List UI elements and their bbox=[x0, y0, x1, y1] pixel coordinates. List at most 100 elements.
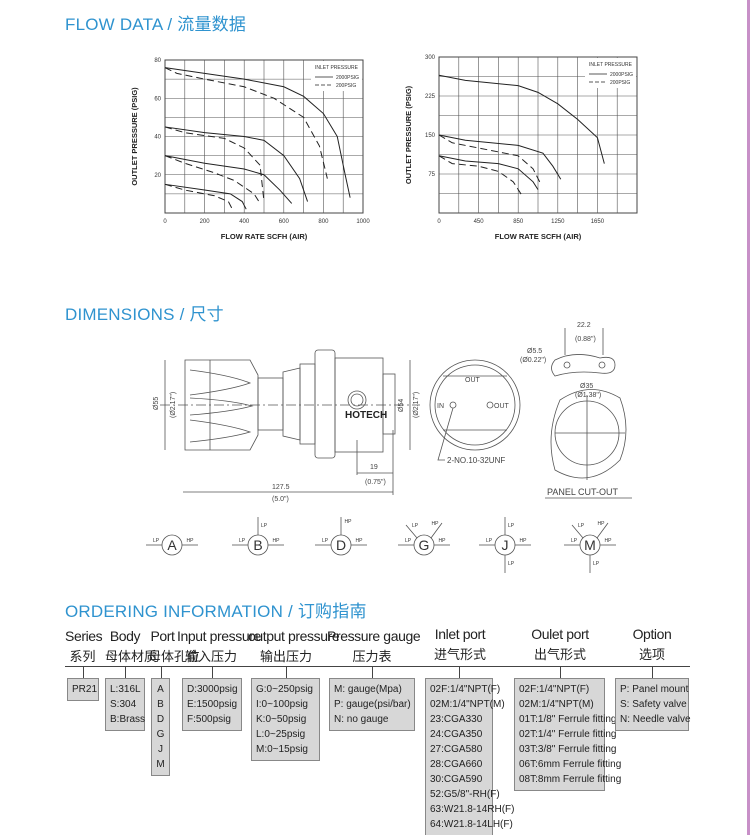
option-item: N: no gauge bbox=[334, 714, 389, 725]
option-item: P: gauge(psi/bar) bbox=[334, 699, 411, 710]
lp-label: LP bbox=[593, 561, 600, 567]
y-tick-label: 300 bbox=[425, 55, 436, 61]
port-diagram-M: M LP HP LP HP LP bbox=[564, 521, 616, 573]
option-item: G:0~250psig bbox=[256, 684, 313, 695]
lp-label: LP bbox=[153, 538, 160, 544]
dim-hole-in: (Ø0.22") bbox=[520, 357, 546, 364]
dim-length: 127.5 bbox=[272, 484, 290, 491]
option-item: B bbox=[157, 699, 164, 710]
option-item: L:316L bbox=[110, 684, 141, 695]
y-tick-label: 75 bbox=[428, 172, 435, 178]
legend: INLET PRESSURE 2000PSIG 200PSIG bbox=[585, 58, 636, 88]
ordering-options-box: G:0~250psig I:0~100psig K:0~50psig L:0~25ps… bbox=[251, 678, 320, 761]
option-item: S:304 bbox=[110, 699, 137, 710]
series-line-2000PSIG bbox=[438, 134, 562, 180]
x-tick-label: 200 bbox=[200, 219, 211, 225]
port-diagram-B: B LP HP LP bbox=[232, 517, 284, 556]
option-item: M bbox=[156, 759, 165, 770]
option-item: 30:CGA590 bbox=[430, 774, 483, 785]
header-en: Port bbox=[150, 628, 175, 644]
series-line-2000PSIG bbox=[164, 67, 351, 198]
dim-cutout: Ø35 bbox=[580, 383, 593, 390]
dim-cutout-in: (Ø1.38") bbox=[575, 392, 601, 399]
ordering-column-header: Inlet port 进气形式 bbox=[423, 626, 497, 663]
regulator-side-view bbox=[160, 349, 420, 495]
series-line-2000PSIG bbox=[164, 126, 309, 202]
flow-data-heading: FLOW DATA / 流量数据 bbox=[65, 15, 247, 34]
dim-hole-pitch: 22.2 bbox=[577, 322, 591, 329]
option-item: B:Brass bbox=[110, 714, 146, 725]
lp-label: LP bbox=[261, 523, 268, 529]
lp-label: LP bbox=[578, 523, 585, 529]
header-zh: 输出压力 bbox=[259, 649, 312, 664]
option-item: M: gauge(Mpa) bbox=[334, 684, 402, 695]
x-tick-label: 400 bbox=[239, 219, 250, 225]
option-item: D bbox=[156, 714, 165, 725]
ordering-column-header: Series 系列 bbox=[65, 628, 103, 665]
legend-entry: 200PSIG bbox=[610, 80, 630, 86]
label-in: IN bbox=[437, 403, 444, 410]
header-zh: 母体材质 bbox=[105, 649, 158, 664]
ordering-options-box: 02F:1/4"NPT(F) 02M:1/4"NPT(M) 01T:1/8" Fer… bbox=[514, 678, 621, 791]
x-axis-label: FLOW RATE SCFH (AIR) bbox=[221, 232, 308, 241]
option-item: 02F:1/4"NPT(F) bbox=[430, 684, 501, 695]
connector-line bbox=[160, 666, 162, 678]
option-item: 02M:1/4"NPT(M) bbox=[519, 699, 594, 710]
series-line-2000PSIG bbox=[164, 155, 293, 204]
header-en: Input pressure bbox=[177, 628, 261, 644]
hp-label: HP bbox=[432, 521, 440, 527]
header-en: Inlet port bbox=[434, 626, 486, 642]
y-tick-label: 60 bbox=[154, 96, 161, 102]
option-item: PR21 bbox=[72, 684, 98, 695]
hp-label: HP bbox=[356, 538, 364, 544]
lp-label: LP bbox=[412, 523, 419, 529]
panel-cutout-view bbox=[545, 328, 632, 499]
option-item: A bbox=[157, 684, 164, 695]
option-item: G bbox=[156, 729, 165, 740]
hp-label: HP bbox=[520, 538, 528, 544]
header-zh: 母体孔位 bbox=[148, 649, 201, 664]
ordering-column-header: Input pressure 输入压力 bbox=[177, 628, 261, 665]
ordering-column-header: Option 选项 bbox=[612, 626, 692, 663]
dimensions-heading: DIMENSIONS / 尺寸 bbox=[65, 305, 224, 324]
x-tick-label: 850 bbox=[513, 219, 524, 225]
header-en: output pressure bbox=[248, 628, 340, 644]
legend-title: INLET PRESSURE bbox=[589, 62, 633, 68]
series-line-2000PSIG bbox=[438, 74, 605, 164]
port-letter: B bbox=[253, 537, 262, 553]
dim-hole-pitch-in: (0.88") bbox=[575, 336, 596, 343]
dim-d54: Ø54 bbox=[398, 399, 405, 412]
series-line-200PSIG bbox=[164, 67, 328, 179]
hp-label: HP bbox=[605, 538, 613, 544]
connector-line bbox=[459, 666, 460, 678]
option-item: S: Safety valve bbox=[620, 699, 687, 710]
option-item: J bbox=[158, 744, 163, 755]
ordering-options-box: M: gauge(Mpa) P: gauge(psi/bar) N: no gaug… bbox=[329, 678, 415, 731]
port-diagram-D: D LP HP HP bbox=[315, 517, 367, 556]
flow-charts: 0 200 400 600 800 1000 20 40 60 80 FLOW RATE SCFH … bbox=[130, 55, 638, 241]
header-zh: 压力表 bbox=[352, 649, 392, 664]
series-line-2000PSIG bbox=[438, 155, 539, 190]
legend-title: INLET PRESSURE bbox=[315, 65, 359, 71]
series-line-200PSIG bbox=[164, 183, 233, 210]
port-diagram-J: J LP HP LP LP bbox=[479, 517, 531, 573]
hp-label: HP bbox=[345, 519, 353, 525]
header-zh: 系列 bbox=[69, 649, 96, 664]
ordering-column-header: Port 母体孔位 bbox=[148, 628, 201, 665]
lp-label: LP bbox=[322, 538, 329, 544]
ordering-divider bbox=[65, 666, 690, 667]
hp-label: HP bbox=[598, 521, 606, 527]
header-zh: 出气形式 bbox=[533, 647, 586, 662]
lp-label: LP bbox=[486, 538, 493, 544]
x-tick-label: 800 bbox=[318, 219, 329, 225]
port-letter: J bbox=[502, 537, 509, 553]
port-letter: A bbox=[167, 537, 177, 553]
hp-label: HP bbox=[273, 538, 281, 544]
option-item: 02F:1/4"NPT(F) bbox=[519, 684, 590, 695]
option-item: K:0~50psig bbox=[256, 714, 307, 725]
option-item: 02T:1/4" Ferrule fitting bbox=[519, 729, 617, 740]
connector-line bbox=[285, 666, 287, 678]
ordering-column-header: output pressure 输出压力 bbox=[248, 628, 340, 665]
